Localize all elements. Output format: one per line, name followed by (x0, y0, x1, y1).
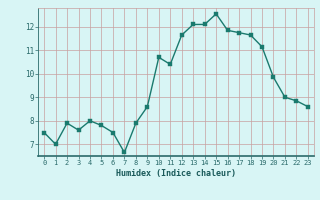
X-axis label: Humidex (Indice chaleur): Humidex (Indice chaleur) (116, 169, 236, 178)
